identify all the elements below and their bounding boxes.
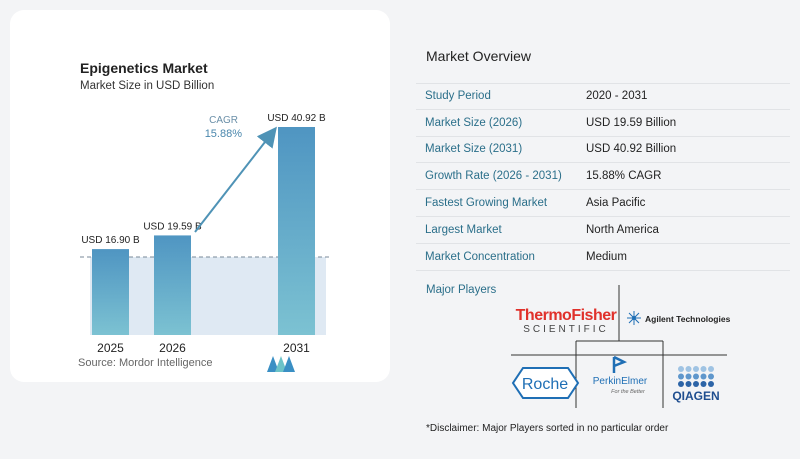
table-row: Market Size (2026) USD 19.59 Billion <box>416 110 790 137</box>
cagr-value: 15.88% <box>205 128 243 140</box>
table-row: Market Concentration Medium <box>416 244 790 271</box>
data-label-2026: USD 19.59 B <box>143 221 202 232</box>
x-tick-2025: 2025 <box>97 341 124 355</box>
overview-table: Study Period 2020 - 2031 Market Size (20… <box>416 83 790 271</box>
row-key: Market Size (2031) <box>425 143 523 156</box>
disclaimer-text: *Disclaimer: Major Players sorted in no … <box>426 423 669 434</box>
row-key: Study Period <box>425 90 491 103</box>
row-key: Growth Rate (2026 - 2031) <box>425 170 562 183</box>
cagr-label: CAGR <box>209 115 238 126</box>
row-value: Asia Pacific <box>586 197 646 210</box>
data-label-2025: USD 16.90 B <box>81 235 140 246</box>
table-row: Market Size (2031) USD 40.92 Billion <box>416 137 790 164</box>
major-players-title: Major Players <box>426 284 497 296</box>
row-key: Largest Market <box>425 223 502 236</box>
overview-title: Market Overview <box>426 48 532 64</box>
table-row: Growth Rate (2026 - 2031) 15.88% CAGR <box>416 163 790 191</box>
row-value: Medium <box>586 250 627 263</box>
table-row: Fastest Growing Market Asia Pacific <box>416 190 790 217</box>
bar-2025 <box>92 249 129 335</box>
source-text: Source: Mordor Intelligence <box>78 357 213 369</box>
bar-chart: USD 16.90 B 2025 USD 19.59 B 2026 USD 40.92 … <box>80 113 330 355</box>
x-tick-2031: 2031 <box>283 341 310 355</box>
cagr-arrow <box>194 126 277 233</box>
table-row: Largest Market North America <box>416 217 790 244</box>
row-value: 15.88% CAGR <box>586 170 662 183</box>
row-value: North America <box>586 223 659 236</box>
bar-2031 <box>278 127 315 335</box>
row-value: USD 19.59 Billion <box>586 116 677 129</box>
data-label-2031: USD 40.92 B <box>267 113 326 124</box>
row-key: Fastest Growing Market <box>425 197 548 210</box>
row-key: Market Concentration <box>425 250 535 263</box>
mordor-intelligence-logo <box>267 356 295 372</box>
table-row: Study Period 2020 - 2031 <box>416 83 790 110</box>
bar-2026 <box>154 235 191 335</box>
chart-title: Epigenetics Market <box>80 60 208 76</box>
row-key: Market Size (2026) <box>425 116 523 129</box>
x-tick-2026: 2026 <box>159 341 186 355</box>
chart-subtitle: Market Size in USD Billion <box>80 80 215 92</box>
row-value: USD 40.92 Billion <box>586 143 677 156</box>
row-value: 2020 - 2031 <box>586 90 648 103</box>
market-overview-panel: Market Overview Study Period 2020 - 2031… <box>410 0 800 459</box>
